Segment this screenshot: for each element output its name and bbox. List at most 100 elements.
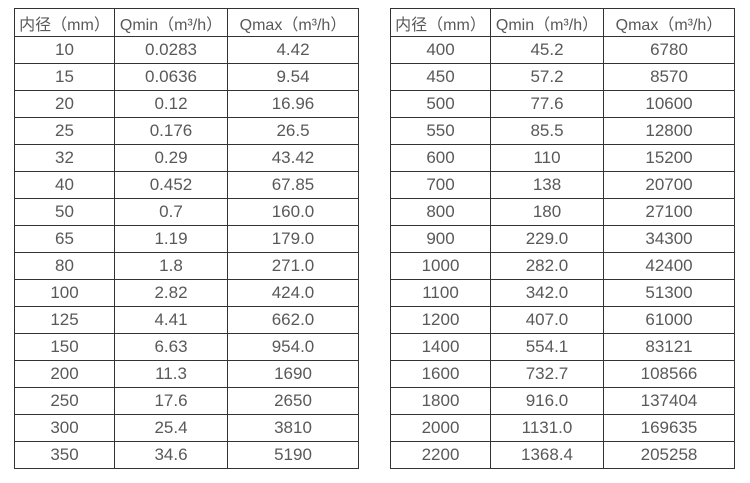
cell-qmin: 4.41 xyxy=(114,306,228,334)
table-row: 100 2.82 424.0 xyxy=(14,279,359,307)
header-row: 内径（mm） Qmin（m³/h） Qmax（m³/h） xyxy=(390,8,735,37)
table-row: 600 110 15200 xyxy=(390,144,735,172)
cell-diameter: 800 xyxy=(390,198,491,226)
cell-qmin: 57.2 xyxy=(490,63,604,91)
cell-diameter: 500 xyxy=(390,90,491,118)
cell-diameter: 900 xyxy=(390,225,491,253)
cell-qmin: 916.0 xyxy=(490,387,604,415)
table-row: 2000 1131.0 169635 xyxy=(390,414,735,442)
cell-qmax: 6780 xyxy=(603,36,735,64)
flow-range-table-small-diameters: 内径（mm） Qmin（m³/h） Qmax（m³/h） 10 0.0283 4.42 1… xyxy=(14,8,359,469)
cell-qmax: 26.5 xyxy=(227,117,359,145)
cell-qmin: 282.0 xyxy=(490,252,604,280)
cell-qmin: 342.0 xyxy=(490,279,604,307)
table-row: 200 11.3 1690 xyxy=(14,360,359,388)
cell-qmax: 9.54 xyxy=(227,63,359,91)
cell-qmin: 0.7 xyxy=(114,198,228,226)
cell-diameter: 400 xyxy=(390,36,491,64)
cell-qmin: 554.1 xyxy=(490,333,604,361)
cell-qmax: 179.0 xyxy=(227,225,359,253)
table-row: 1400 554.1 83121 xyxy=(390,333,735,361)
col-header-diameter: 内径（mm） xyxy=(390,8,491,37)
table-row: 20 0.12 16.96 xyxy=(14,90,359,118)
col-header-qmin: Qmin（m³/h） xyxy=(490,8,604,37)
cell-qmin: 1131.0 xyxy=(490,414,604,442)
cell-diameter: 1200 xyxy=(390,306,491,334)
table-row: 550 85.5 12800 xyxy=(390,117,735,145)
table-row: 65 1.19 179.0 xyxy=(14,225,359,253)
table-row: 80 1.8 271.0 xyxy=(14,252,359,280)
table-row: 1800 916.0 137404 xyxy=(390,387,735,415)
cell-diameter: 20 xyxy=(14,90,115,118)
cell-qmax: 160.0 xyxy=(227,198,359,226)
cell-qmin: 77.6 xyxy=(490,90,604,118)
table-row: 40 0.452 67.85 xyxy=(14,171,359,199)
table-row: 2200 1368.4 205258 xyxy=(390,441,735,469)
cell-diameter: 125 xyxy=(14,306,115,334)
cell-diameter: 2200 xyxy=(390,441,491,469)
cell-diameter: 80 xyxy=(14,252,115,280)
col-header-qmax: Qmax（m³/h） xyxy=(603,8,735,37)
cell-diameter: 1100 xyxy=(390,279,491,307)
cell-qmax: 51300 xyxy=(603,279,735,307)
cell-qmax: 271.0 xyxy=(227,252,359,280)
cell-diameter: 700 xyxy=(390,171,491,199)
table-row: 1100 342.0 51300 xyxy=(390,279,735,307)
cell-diameter: 250 xyxy=(14,387,115,415)
cell-qmax: 662.0 xyxy=(227,306,359,334)
cell-qmin: 1368.4 xyxy=(490,441,604,469)
table-row: 150 6.63 954.0 xyxy=(14,333,359,361)
cell-diameter: 40 xyxy=(14,171,115,199)
cell-qmin: 0.176 xyxy=(114,117,228,145)
cell-qmin: 34.6 xyxy=(114,441,228,469)
cell-qmax: 10600 xyxy=(603,90,735,118)
cell-qmin: 0.0283 xyxy=(114,36,228,64)
cell-qmax: 137404 xyxy=(603,387,735,415)
header-row: 内径（mm） Qmin（m³/h） Qmax（m³/h） xyxy=(14,8,359,37)
cell-qmin: 732.7 xyxy=(490,360,604,388)
cell-qmax: 3810 xyxy=(227,414,359,442)
cell-diameter: 350 xyxy=(14,441,115,469)
cell-qmax: 108566 xyxy=(603,360,735,388)
cell-qmin: 2.82 xyxy=(114,279,228,307)
cell-diameter: 25 xyxy=(14,117,115,145)
cell-qmax: 16.96 xyxy=(227,90,359,118)
cell-qmin: 0.0636 xyxy=(114,63,228,91)
cell-diameter: 1400 xyxy=(390,333,491,361)
table-row: 800 180 27100 xyxy=(390,198,735,226)
cell-qmin: 1.19 xyxy=(114,225,228,253)
table-row: 300 25.4 3810 xyxy=(14,414,359,442)
table-body: 400 45.2 6780 450 57.2 8570 500 77.6 10600 550 85.… xyxy=(390,36,735,469)
cell-diameter: 1800 xyxy=(390,387,491,415)
cell-qmax: 5190 xyxy=(227,441,359,469)
table-row: 900 229.0 34300 xyxy=(390,225,735,253)
cell-diameter: 32 xyxy=(14,144,115,172)
cell-diameter: 2000 xyxy=(390,414,491,442)
cell-qmax: 1690 xyxy=(227,360,359,388)
cell-qmax: 424.0 xyxy=(227,279,359,307)
table-row: 15 0.0636 9.54 xyxy=(14,63,359,91)
cell-qmax: 34300 xyxy=(603,225,735,253)
flow-range-tables: 内径（mm） Qmin（m³/h） Qmax（m³/h） 10 0.0283 4.42 1… xyxy=(14,8,735,469)
table-row: 50 0.7 160.0 xyxy=(14,198,359,226)
cell-diameter: 550 xyxy=(390,117,491,145)
table-header: 内径（mm） Qmin（m³/h） Qmax（m³/h） xyxy=(14,8,359,37)
cell-qmax: 954.0 xyxy=(227,333,359,361)
col-header-diameter: 内径（mm） xyxy=(14,8,115,37)
cell-diameter: 100 xyxy=(14,279,115,307)
cell-diameter: 1000 xyxy=(390,252,491,280)
table-row: 250 17.6 2650 xyxy=(14,387,359,415)
cell-qmax: 42400 xyxy=(603,252,735,280)
cell-qmin: 110 xyxy=(490,144,604,172)
cell-qmax: 67.85 xyxy=(227,171,359,199)
cell-diameter: 300 xyxy=(14,414,115,442)
col-header-qmin: Qmin（m³/h） xyxy=(114,8,228,37)
cell-qmin: 229.0 xyxy=(490,225,604,253)
table-row: 125 4.41 662.0 xyxy=(14,306,359,334)
cell-diameter: 150 xyxy=(14,333,115,361)
table-row: 450 57.2 8570 xyxy=(390,63,735,91)
cell-qmin: 11.3 xyxy=(114,360,228,388)
cell-qmin: 0.29 xyxy=(114,144,228,172)
cell-qmax: 27100 xyxy=(603,198,735,226)
cell-qmax: 61000 xyxy=(603,306,735,334)
